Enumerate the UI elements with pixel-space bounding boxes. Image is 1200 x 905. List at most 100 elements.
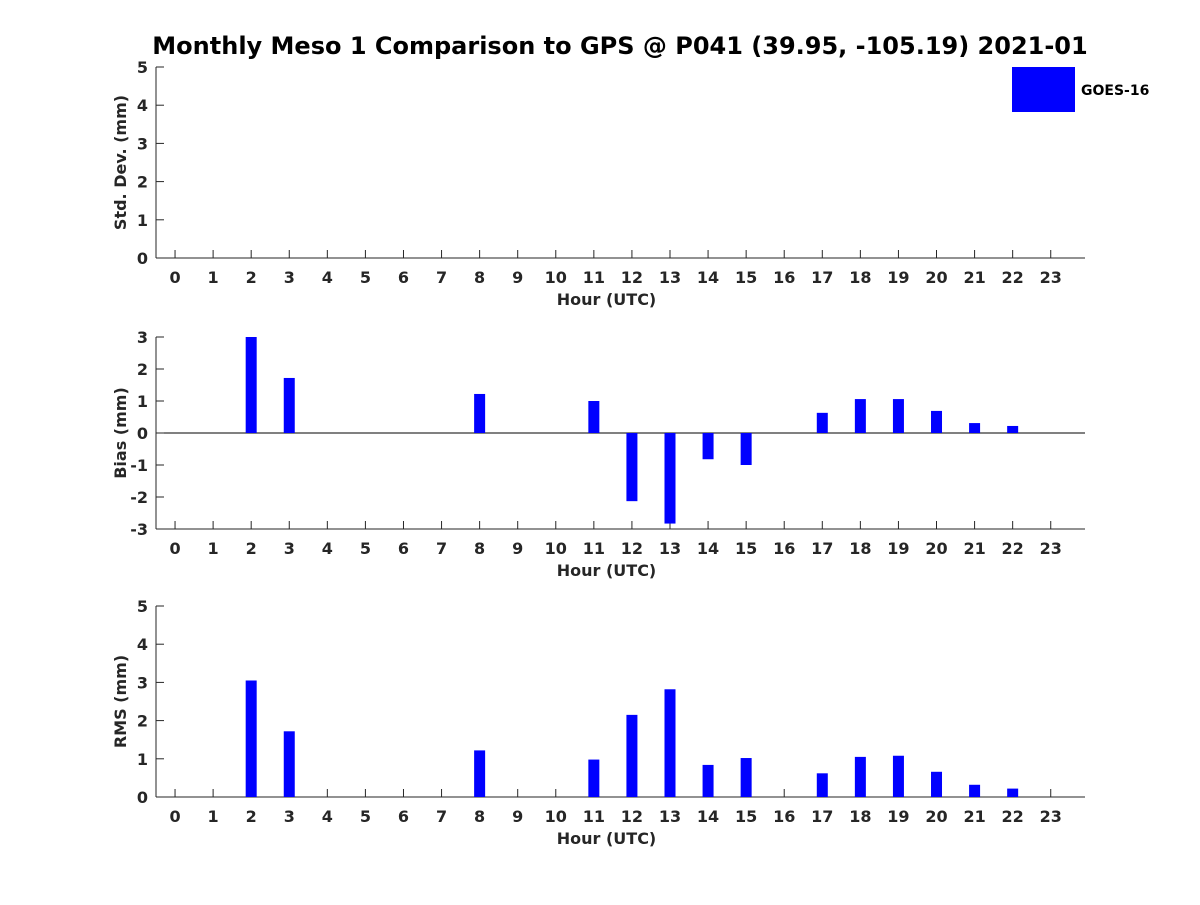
bar-hour-14: [702, 433, 714, 460]
x-tick-label: 7: [436, 807, 447, 826]
x-tick-label: 4: [322, 539, 333, 558]
bar-hour-3: [283, 731, 295, 797]
bar-hour-2: [245, 680, 257, 797]
bar-hour-11: [588, 401, 600, 433]
x-tick-label: 1: [208, 539, 219, 558]
x-tick-label: 21: [963, 807, 985, 826]
x-tick-label: 23: [1040, 268, 1062, 287]
x-tick-label: 9: [512, 268, 523, 287]
y-tick-label: -1: [130, 456, 148, 475]
x-tick-label: 9: [512, 807, 523, 826]
x-axis-label: Hour (UTC): [557, 829, 657, 848]
x-tick-label: 23: [1040, 807, 1062, 826]
x-tick-label: 2: [246, 268, 257, 287]
x-tick-label: 1: [208, 807, 219, 826]
y-tick-label: 1: [137, 750, 148, 769]
y-tick-label: 4: [137, 635, 148, 654]
bar-hour-14: [702, 764, 714, 797]
y-axis-label: Bias (mm): [111, 387, 130, 479]
x-tick-label: 16: [773, 807, 795, 826]
x-axis-label: Hour (UTC): [557, 290, 657, 309]
x-tick-label: 13: [659, 268, 681, 287]
x-tick-label: 11: [583, 539, 605, 558]
y-tick-label: 4: [137, 96, 148, 115]
bar-hour-11: [588, 759, 600, 797]
x-tick-label: 4: [322, 807, 333, 826]
x-tick-label: 22: [1002, 268, 1024, 287]
legend-label-goes-16: GOES-16: [1081, 83, 1149, 99]
y-tick-label: 0: [137, 249, 148, 268]
x-tick-label: 2: [246, 539, 257, 558]
bar-hour-15: [740, 433, 752, 465]
x-tick-label: 14: [697, 539, 719, 558]
x-tick-label: 5: [360, 539, 371, 558]
x-tick-label: 7: [436, 268, 447, 287]
x-tick-label: 13: [659, 539, 681, 558]
x-tick-label: 9: [512, 539, 523, 558]
x-tick-label: 14: [697, 268, 719, 287]
x-tick-label: 19: [887, 807, 909, 826]
bar-hour-18: [854, 756, 866, 797]
x-tick-label: 5: [360, 807, 371, 826]
x-tick-label: 0: [169, 268, 180, 287]
x-tick-label: 3: [284, 268, 295, 287]
bar-hour-21: [969, 784, 981, 797]
x-tick-label: 22: [1002, 807, 1024, 826]
chart-title: Monthly Meso 1 Comparison to GPS @ P041 …: [152, 32, 1087, 60]
y-tick-label: 2: [137, 360, 148, 379]
x-tick-label: 18: [849, 807, 871, 826]
bar-hour-2: [245, 337, 257, 433]
x-tick-label: 5: [360, 268, 371, 287]
legend-swatch-goes-16: [1012, 67, 1075, 112]
y-tick-label: 0: [137, 424, 148, 443]
bar-hour-22: [1007, 425, 1019, 433]
bar-hour-21: [969, 423, 981, 433]
x-tick-label: 12: [621, 268, 643, 287]
y-tick-label: -3: [130, 520, 148, 539]
x-tick-label: 16: [773, 268, 795, 287]
x-tick-label: 17: [811, 539, 833, 558]
x-tick-label: 14: [697, 807, 719, 826]
x-tick-label: 0: [169, 539, 180, 558]
legend: GOES-16: [1012, 67, 1149, 112]
x-tick-label: 15: [735, 268, 757, 287]
bar-hour-17: [816, 773, 828, 797]
y-tick-label: 5: [137, 597, 148, 616]
x-tick-label: 7: [436, 539, 447, 558]
y-tick-label: 2: [137, 173, 148, 192]
x-axis-label: Hour (UTC): [557, 561, 657, 580]
x-tick-label: 6: [398, 268, 409, 287]
y-tick-label: -2: [130, 488, 148, 507]
x-tick-label: 11: [583, 807, 605, 826]
x-tick-label: 4: [322, 268, 333, 287]
bar-hour-8: [474, 393, 486, 433]
x-tick-label: 18: [849, 268, 871, 287]
x-tick-label: 19: [887, 268, 909, 287]
bar-hour-3: [283, 377, 295, 433]
bar-hour-20: [931, 771, 943, 797]
x-tick-label: 12: [621, 539, 643, 558]
y-tick-label: 3: [137, 134, 148, 153]
y-tick-label: 3: [137, 673, 148, 692]
x-tick-label: 20: [925, 807, 947, 826]
x-tick-label: 22: [1002, 539, 1024, 558]
bar-hour-13: [664, 689, 676, 797]
x-tick-label: 8: [474, 807, 485, 826]
x-tick-label: 18: [849, 539, 871, 558]
x-tick-label: 17: [811, 268, 833, 287]
x-tick-label: 11: [583, 268, 605, 287]
y-tick-label: 1: [137, 392, 148, 411]
bar-hour-8: [474, 750, 486, 797]
x-tick-label: 12: [621, 807, 643, 826]
y-tick-label: 0: [137, 788, 148, 807]
bar-hour-19: [892, 755, 904, 797]
x-tick-label: 19: [887, 539, 909, 558]
bar-hour-20: [931, 410, 943, 433]
x-tick-label: 3: [284, 539, 295, 558]
bar-hour-18: [854, 399, 866, 433]
